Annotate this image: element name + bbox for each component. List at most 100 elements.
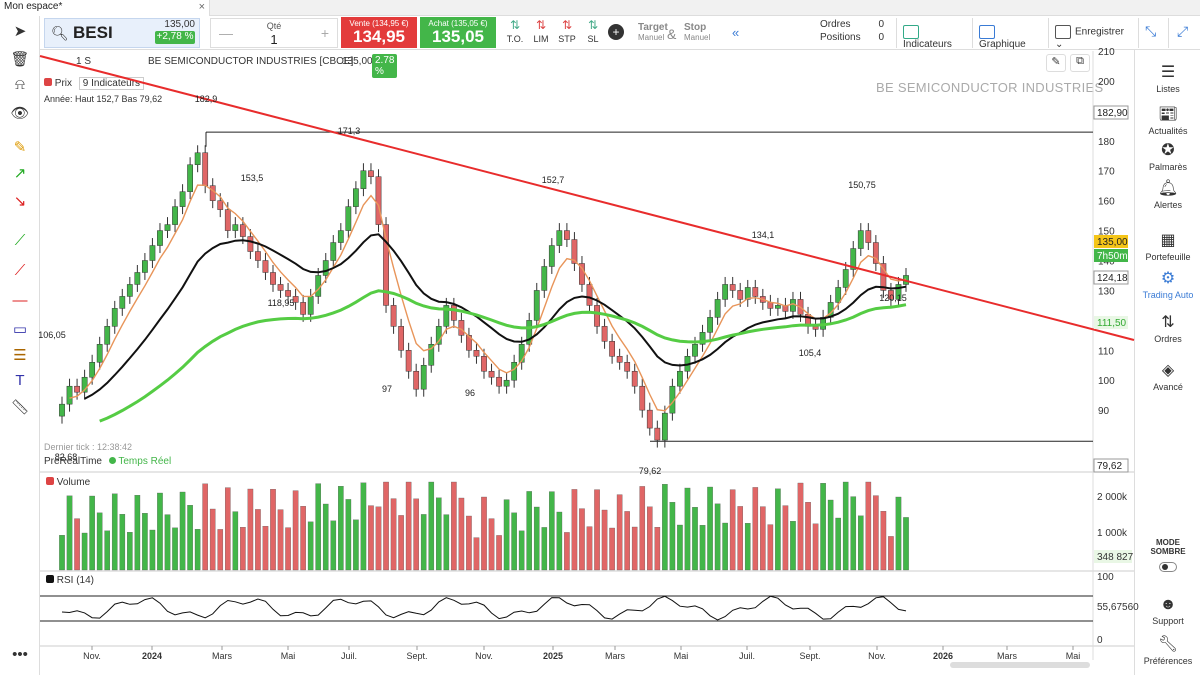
more-icon[interactable]: ••• — [12, 646, 28, 663]
volume-bar — [767, 524, 774, 571]
candle — [594, 305, 600, 327]
dark-mode-label: MODE SOMBRE — [1150, 538, 1186, 556]
positions-label: Positions — [820, 32, 861, 43]
sidebar-item-palmares[interactable]: ✪ Palmarès — [1135, 140, 1200, 172]
sidebar-item-listes[interactable]: ☰ Listes — [1135, 62, 1200, 94]
volume-bar — [699, 525, 706, 571]
alert-add-icon[interactable]: ⍾ — [15, 76, 25, 93]
eye-icon[interactable]: 👁︎ — [10, 105, 30, 122]
volume-bar — [707, 486, 713, 571]
orders-icon: ⇅ — [1161, 314, 1175, 331]
text-icon[interactable]: T — [15, 372, 25, 389]
portfolio-icon: ▦ — [1160, 232, 1176, 249]
horizontal-line-icon[interactable]: — — [12, 292, 28, 309]
volume-bar — [752, 487, 759, 571]
quantity-plus-button[interactable]: + — [320, 25, 329, 41]
chart-settings-icon[interactable]: ⧉ — [1070, 54, 1090, 72]
buy-button[interactable]: Achat (135,05 €) 135,05 — [420, 17, 496, 48]
candle — [835, 287, 842, 303]
period-selector[interactable]: 1 S — [76, 56, 92, 67]
sidebar-item-actualites[interactable]: 📰︎ Actualités — [1135, 104, 1200, 136]
volume-bar — [571, 489, 578, 571]
sell-button[interactable]: Vente (134,95 €) 134,95 — [341, 17, 417, 48]
sidebar-item-trading-auto[interactable]: ⚙ Trading Auto — [1135, 268, 1200, 300]
price-annotation: 106,05 — [38, 330, 66, 340]
search-icon[interactable]: 🔍︎ — [51, 25, 69, 41]
support-icon: ☻ — [1159, 596, 1177, 613]
trend-down-icon[interactable]: ↘ — [13, 193, 27, 210]
line-red-icon[interactable]: ⟋ — [14, 262, 26, 279]
ruler-icon[interactable]: 📏︎ — [10, 399, 30, 416]
candle — [541, 266, 548, 291]
candle — [209, 185, 216, 201]
y-tick-label: 150 — [1098, 227, 1115, 238]
save-button[interactable]: Enregistrer ⌄ — [1048, 18, 1138, 50]
volume-bar — [873, 495, 879, 571]
volume-bar — [797, 482, 804, 571]
y-tick-label: 200 — [1098, 77, 1115, 88]
fibonacci-icon[interactable]: ☰ — [13, 347, 27, 364]
candle — [646, 409, 653, 429]
chevron-left-double-icon[interactable]: « — [732, 25, 740, 40]
candle — [624, 362, 631, 372]
candle — [398, 326, 404, 351]
graph-button[interactable]: Graphique — [972, 18, 1048, 50]
sidebar-item-preferences[interactable]: 🔧︎ Préférences — [1135, 634, 1200, 666]
pencil-icon[interactable]: ✎ — [13, 139, 27, 156]
indicators-button[interactable]: Indicateurs — [896, 18, 972, 50]
volume-bar — [473, 537, 480, 571]
candle — [714, 299, 721, 318]
collapse-icon[interactable]: ⤡ — [1138, 18, 1168, 48]
close-icon[interactable]: × — [198, 1, 205, 13]
volume-bar — [737, 506, 744, 571]
candle — [217, 200, 224, 210]
target-stop-control[interactable]: + Target Manuel & Stop Manuel « — [608, 20, 740, 48]
horizontal-scrollbar[interactable] — [950, 662, 1090, 668]
order-type-sl-button[interactable]: ⇅ SL — [581, 18, 605, 48]
order-type-to-button[interactable]: ⇅ T.O. — [503, 18, 527, 48]
indicators-dropdown[interactable]: 9 Indicateurs — [78, 77, 145, 90]
trash-icon[interactable]: 🗑︎ — [10, 51, 30, 68]
sidebar-item-ordres[interactable]: ⇅ Ordres — [1135, 312, 1200, 344]
candle — [353, 188, 359, 207]
line-green-icon[interactable]: ⟋ — [14, 232, 26, 249]
draw-settings-icon[interactable]: ✎ — [1046, 54, 1066, 72]
candle — [579, 263, 585, 285]
trend-up-icon[interactable]: ↗ — [13, 165, 27, 182]
candle — [631, 370, 638, 387]
dark-mode-toggle[interactable] — [1159, 562, 1177, 572]
rectangle-icon[interactable]: ▭ — [12, 321, 28, 338]
quantity-value[interactable]: 1 — [270, 32, 278, 47]
drawing-tools: ➤ 🗑︎ ⍾ 👁︎ ✎ ↗ ↘ ⟋ ⟋ — ▭ ☰ T 📏︎ ••• — [0, 16, 40, 675]
y-tick-label: 180 — [1098, 137, 1115, 148]
sidebar-item-avance[interactable]: ◈ Avancé — [1135, 360, 1200, 392]
candle — [390, 305, 397, 327]
candle — [639, 385, 646, 411]
volume-bar — [850, 496, 857, 571]
quantity-minus-button[interactable]: — — [219, 25, 233, 41]
sidebar-item-portefeuille[interactable]: ▦ Portefeuille — [1135, 230, 1200, 262]
candle — [737, 290, 744, 300]
candle — [345, 206, 352, 231]
volume-last-label: 348 827 — [1097, 552, 1134, 563]
volume-bar — [247, 488, 254, 571]
cursor-icon[interactable]: ➤ — [13, 23, 27, 40]
expand-icon[interactable]: ⤢ — [1168, 18, 1200, 48]
y-tick-label: 110 — [1098, 346, 1114, 357]
candle — [518, 344, 525, 363]
volume-bar — [119, 514, 126, 571]
sidebar-item-support[interactable]: ☻ Support — [1135, 594, 1200, 626]
order-type-stp-button[interactable]: ⇅ STP — [555, 18, 579, 48]
x-tick-label: Mai — [281, 651, 296, 661]
x-tick-label: Nov. — [475, 651, 493, 661]
quantity-stepper[interactable]: Qté 1 — + ▼ — [210, 18, 351, 48]
plus-icon[interactable]: + — [608, 24, 624, 40]
tab-mon-espace[interactable]: Mon espace* × — [0, 0, 210, 16]
volume-bar — [835, 517, 841, 571]
volume-bar — [451, 481, 457, 571]
sidebar-item-alertes[interactable]: 🔔︎ Alertes — [1135, 178, 1200, 210]
order-type-lim-button[interactable]: ⇅ LIM — [529, 18, 553, 48]
symbol-search[interactable]: 🔍︎ BESI — [44, 18, 200, 48]
x-tick-label: 2026 — [933, 651, 953, 661]
